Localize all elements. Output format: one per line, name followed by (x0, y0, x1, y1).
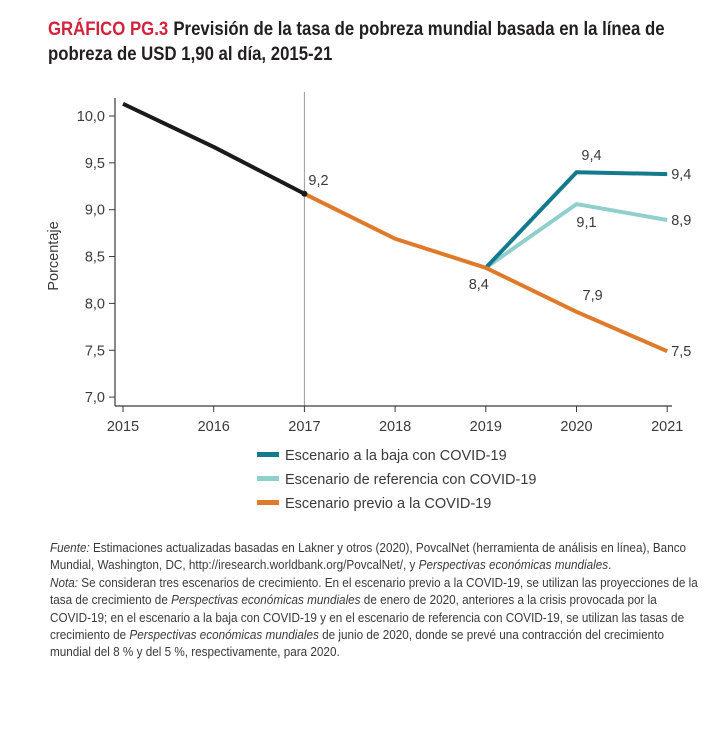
source-note: Fuente: Estimaciones actualizadas basada… (50, 540, 701, 575)
source-text: Estimaciones actualizadas basadas en Lak… (50, 541, 687, 573)
data-label: 8,9 (671, 213, 691, 229)
chart-notes: Fuente: Estimaciones actualizadas basada… (50, 540, 701, 662)
x-tick-label: 2017 (288, 419, 320, 435)
series-line-hist-rico (122, 102, 306, 196)
y-axis-label: Porcentaje (46, 221, 62, 290)
legend-label: Escenario a la baja con COVID-19 (285, 448, 507, 464)
source-end: . (608, 558, 612, 573)
chart-title: GRÁFICO PG.3 Previsión de la tasa de pobr… (48, 17, 688, 67)
legend-label: Escenario de referencia con COVID-19 (285, 472, 536, 488)
legend-label: Escenario previo a la COVID-19 (285, 496, 491, 512)
data-label: 9,4 (581, 148, 601, 164)
legend-swatch (257, 476, 279, 481)
note: Nota: Se consideran tres escenarios de c… (50, 575, 701, 662)
x-tick-label: 2020 (560, 419, 592, 435)
x-tick-label: 2018 (379, 419, 411, 435)
y-tick-label: 8,5 (85, 250, 105, 266)
y-tick-label: 7,0 (85, 390, 105, 406)
figure-title-text: Previsión de la tasa de pobreza mundial … (48, 18, 665, 65)
data-label: 7,5 (671, 344, 691, 360)
legend-swatch (257, 452, 279, 457)
figure-number: GRÁFICO PG.3 (48, 18, 169, 40)
data-label: 7,9 (583, 288, 603, 304)
x-tick-label: 2015 (107, 419, 139, 435)
data-point-2017 (301, 190, 308, 197)
source-italic: Perspectivas económicas mundiales (418, 558, 609, 573)
data-label: 8,4 (469, 277, 489, 293)
legend-swatch (257, 500, 279, 505)
x-tick-label: 2019 (470, 419, 502, 435)
x-tick-label: 2016 (198, 419, 230, 435)
data-label: 9,1 (576, 215, 596, 231)
data-label: 9,4 (671, 167, 691, 183)
note-text-3: de junio de 2020, donde se prevé una con… (50, 628, 664, 660)
note-text-2: de enero de 2020, anteriores a la crisis… (50, 593, 685, 643)
x-tick-label: 2021 (651, 419, 683, 435)
series-line-escenario-de-referencia-con-covid-19 (484, 202, 668, 270)
data-label: 9,2 (308, 173, 328, 189)
note-italic-2: Perspectivas económicas mundiales (129, 628, 319, 643)
source-label: Fuente: (50, 541, 90, 555)
y-tick-label: 7,5 (85, 343, 105, 359)
y-tick-label: 10,0 (77, 109, 105, 125)
y-tick-label: 9,0 (85, 203, 105, 219)
y-tick-label: 9,5 (85, 156, 105, 172)
series-line-escenario-a-la-baja-con-covid-19 (484, 170, 668, 270)
note-text-1: Se consideran tres escenarios de crecimi… (50, 575, 698, 608)
y-tick-label: 8,0 (85, 296, 105, 312)
note-italic-1: Perspectivas económicas mundiales (171, 593, 361, 608)
series-line-escenario-previo-a-la-covid-19 (303, 191, 668, 354)
note-label: Nota: (50, 575, 79, 590)
line-chart: 7,0 7,5 8,0 8,5 9,0 9,5 10,0 2015 2016 2017 2018 20… (46, 92, 691, 512)
